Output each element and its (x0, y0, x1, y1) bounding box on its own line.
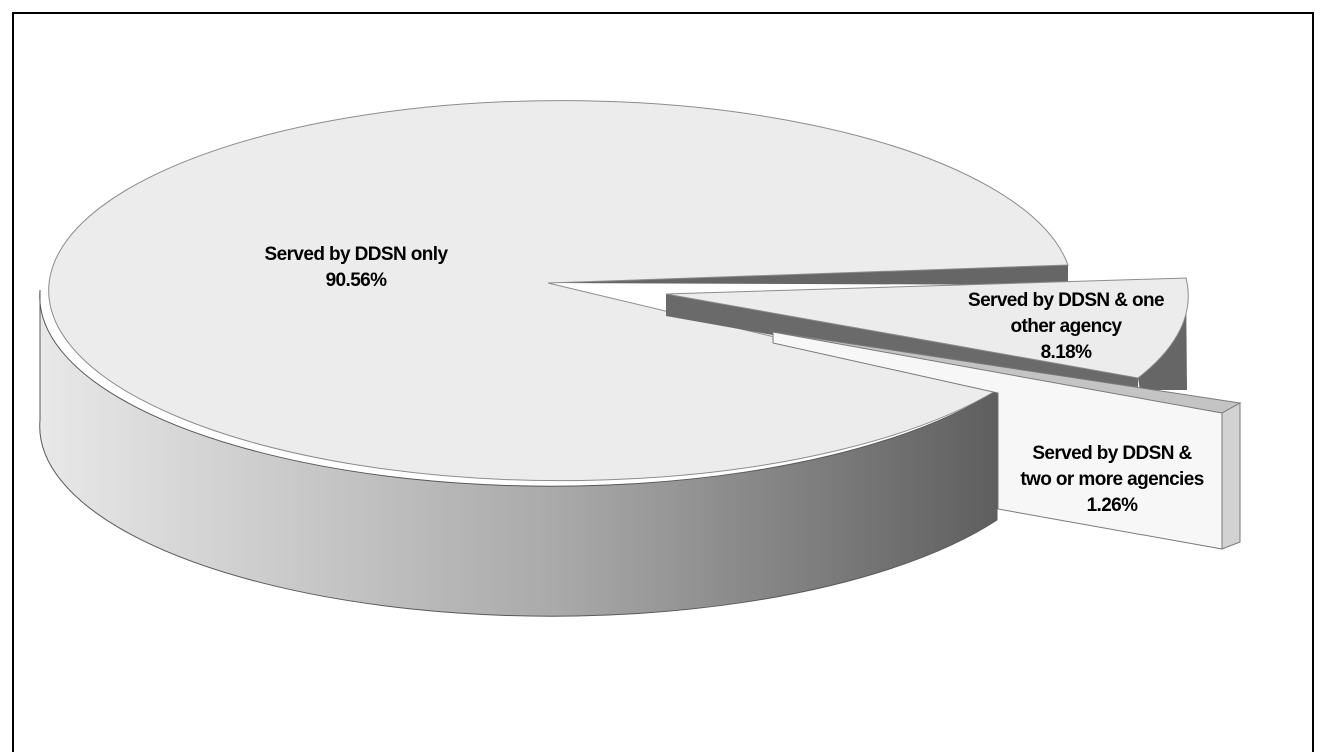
pie-slice-two-or-more-agencies (772, 331, 1242, 550)
pie-slice-side-right (1221, 402, 1241, 550)
pie-slice-top (665, 277, 1189, 379)
slice-label-text: Served by DDSN & (1032, 443, 1192, 464)
slice-label-text: two or more agencies (1020, 469, 1203, 490)
pie-slice-front-face (772, 331, 1223, 550)
slice-value-text: 90.56% (326, 270, 388, 291)
slice-label-two-or-more-agencies: Served by DDSN & two or more agencies 1.… (1020, 443, 1204, 516)
pie-slice-ddsn-only (39, 100, 1069, 617)
slice-value-text: 1.26% (1087, 495, 1139, 516)
slice-label-text: Served by DDSN & one (968, 290, 1164, 311)
slice-label-ddsn-only: Served by DDSN only 90.56% (265, 244, 450, 291)
pie-slice-top (48, 100, 1069, 482)
slice-label-text: other agency (1010, 316, 1122, 337)
slice-label-text: Served by DDSN only (265, 244, 449, 265)
pie-slice-side (39, 289, 998, 617)
pie-slice-side (1138, 278, 1187, 390)
slice-label-one-other-agency: Served by DDSN & one other agency 8.18% (968, 290, 1165, 363)
slice-value-text: 8.18% (1041, 342, 1093, 363)
